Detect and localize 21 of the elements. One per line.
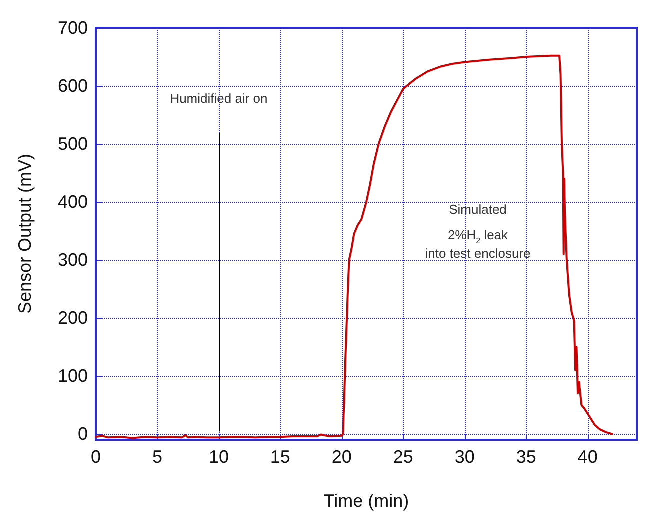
y-tick-label: 500 <box>58 134 88 154</box>
x-tick-label: 15 <box>270 447 290 467</box>
x-tick-label: 30 <box>454 447 475 467</box>
y-axis-title: Sensor Output (mV) <box>15 154 35 314</box>
y-tick-label: 100 <box>58 366 88 386</box>
x-tick-label: 10 <box>208 447 229 467</box>
y-tick-label: 200 <box>58 308 88 328</box>
y-tick-label: 700 <box>58 18 88 38</box>
x-tick-label: 20 <box>332 447 352 467</box>
x-tick-label: 5 <box>152 447 162 467</box>
y-tick-label: 600 <box>58 76 88 96</box>
y-tick-label: 0 <box>78 424 88 444</box>
x-tick-label: 25 <box>393 447 414 467</box>
x-tick-label: 40 <box>578 447 598 467</box>
y-tick-label: 300 <box>58 250 88 270</box>
line-series <box>95 54 614 440</box>
x-tick-label: 0 <box>90 447 102 467</box>
y-tick-label: 400 <box>58 192 88 212</box>
x-tick-label: 35 <box>516 447 536 467</box>
ref-line-label: Humidified air on <box>170 91 268 106</box>
x-axis-title: Time (min) <box>324 491 410 511</box>
